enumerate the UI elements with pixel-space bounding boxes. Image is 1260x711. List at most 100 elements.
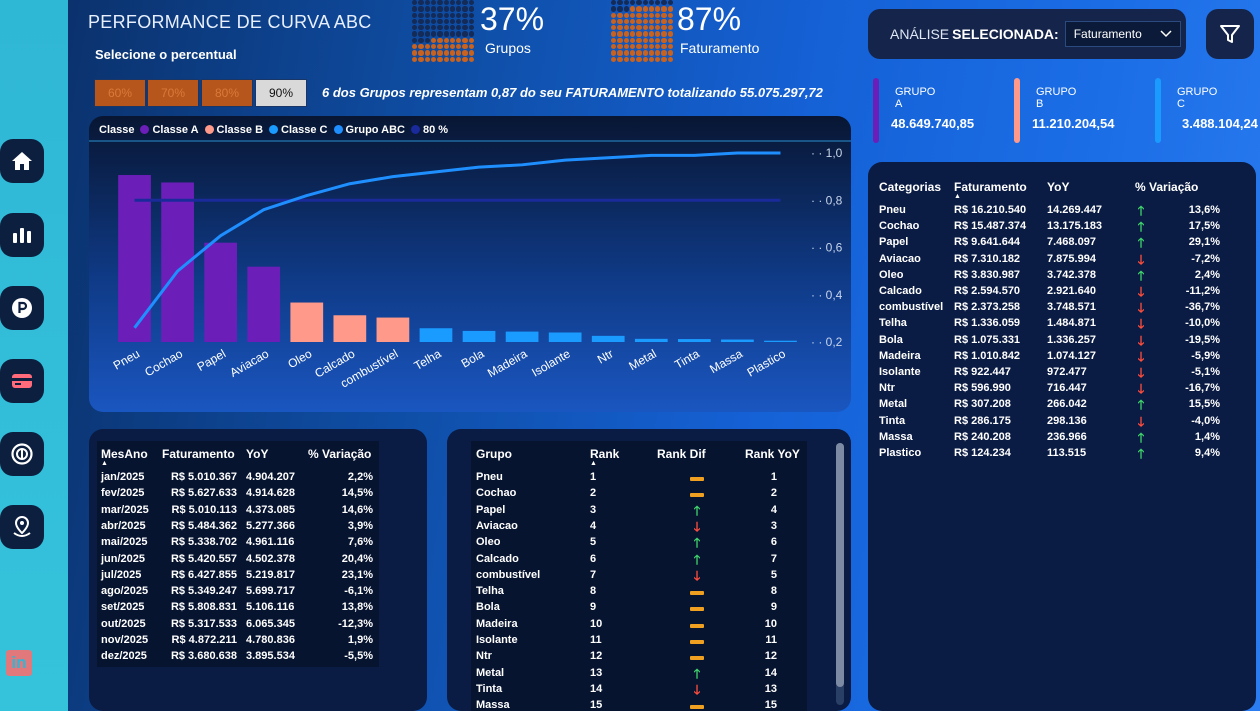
rank-table-cell: 8 xyxy=(590,585,597,598)
waffle-cell xyxy=(629,56,636,62)
legend-item-classe-c[interactable]: Classe C xyxy=(269,124,328,136)
rank-table-header[interactable]: Grupo xyxy=(476,447,512,461)
arrow-up-icon: 🡑 xyxy=(1137,267,1145,283)
legend-item-classe-a[interactable]: Classe A xyxy=(140,124,199,136)
rank-table-scrollbar[interactable] xyxy=(836,443,844,705)
waffle-cell xyxy=(462,50,468,56)
legend-item-80[interactable]: 80 % xyxy=(411,124,448,136)
monthly-table-cell: dez/2025 xyxy=(101,650,147,663)
waffle-cell xyxy=(418,44,424,50)
nav-card-button[interactable] xyxy=(0,359,44,403)
categories-table-cell: 14.269.447 xyxy=(1047,204,1103,216)
rank-table-header[interactable]: Rank Dif xyxy=(657,447,706,461)
filter-button[interactable] xyxy=(1206,9,1254,59)
waffle-cell xyxy=(617,6,623,12)
categories-table-header[interactable]: % Variação xyxy=(1135,180,1199,194)
rank-table-header[interactable]: Rank xyxy=(590,447,620,461)
categories-table-cell: 3.742.378 xyxy=(1047,268,1096,281)
kpi-groups-waffle xyxy=(412,0,474,62)
categories-table-cell: Plastico xyxy=(879,447,922,459)
waffle-cell xyxy=(667,56,673,62)
group-a-label: GRUPO A xyxy=(895,86,936,110)
categories-table-cell: R$ 1.075.331 xyxy=(954,333,1021,346)
categories-table-cell: 15,5% xyxy=(1188,398,1220,411)
rank-table-cell: combustível xyxy=(476,568,541,581)
categories-table-cell: 29,1% xyxy=(1188,236,1220,249)
monthly-table-header[interactable]: MesAno xyxy=(101,447,148,461)
rank-table-cell: 12 xyxy=(764,650,777,663)
waffle-cell xyxy=(636,25,642,31)
nav-chart-button[interactable] xyxy=(0,213,44,257)
monthly-table-header[interactable]: Faturamento xyxy=(162,447,235,461)
waffle-cell xyxy=(412,18,418,25)
percent-button-60[interactable]: 60% xyxy=(94,79,146,107)
filter-icon xyxy=(1220,25,1240,43)
categories-table-cell: 298.136 xyxy=(1047,414,1087,427)
waffle-cell xyxy=(456,44,462,50)
equal-dash-icon xyxy=(677,485,717,500)
map-pin-icon xyxy=(13,515,31,537)
nav-dial-button[interactable] xyxy=(0,432,44,476)
legend-item-classe-b[interactable]: Classe B xyxy=(204,124,263,136)
waffle-cell xyxy=(418,12,424,18)
chart-x-tick-label: Tinta xyxy=(672,346,702,371)
waffle-cell xyxy=(642,12,648,18)
percent-button-90[interactable]: 90% xyxy=(255,79,307,107)
linkedin-icon[interactable]: in xyxy=(6,650,32,676)
waffle-cell xyxy=(412,0,418,6)
categories-table-cell: 17,5% xyxy=(1188,220,1220,233)
waffle-cell xyxy=(418,56,424,62)
kpi-revenue-label: Faturamento xyxy=(680,40,760,56)
waffle-cell xyxy=(667,12,673,18)
waffle-cell xyxy=(424,44,430,50)
nav-parking-button[interactable] xyxy=(0,286,44,330)
categories-table-header[interactable]: Faturamento xyxy=(954,180,1027,194)
percent-button-70[interactable]: 70% xyxy=(147,79,199,107)
waffle-cell xyxy=(661,44,667,50)
monthly-table-cell: 4.914.628 xyxy=(246,487,295,500)
waffle-cell xyxy=(617,37,623,44)
analysis-dropdown[interactable]: Faturamento xyxy=(1064,21,1181,47)
waffle-cell xyxy=(623,6,629,12)
waffle-cell xyxy=(456,12,462,18)
waffle-cell xyxy=(412,44,418,50)
rank-table-cell: Tinta xyxy=(476,682,503,695)
waffle-cell xyxy=(648,50,655,56)
categories-table-header[interactable]: YoY xyxy=(1047,180,1070,194)
nav-map-button[interactable] xyxy=(0,505,44,549)
monthly-table-header[interactable]: YoY xyxy=(246,447,269,461)
waffle-cell xyxy=(443,12,449,18)
chart-x-tick-label: Aviacao xyxy=(227,346,271,380)
waffle-cell xyxy=(661,18,667,25)
categories-table-cell: R$ 2.594.570 xyxy=(954,285,1021,297)
monthly-table-cell: R$ 5.010.113 xyxy=(171,503,237,516)
waffle-cell xyxy=(636,31,642,37)
home-icon xyxy=(12,152,32,170)
categories-table-cell: 7.468.097 xyxy=(1047,236,1096,249)
waffle-cell xyxy=(667,31,673,37)
categories-table-cell: R$ 16.210.540 xyxy=(954,204,1027,216)
legend-item-grupo-abc[interactable]: Grupo ABC xyxy=(333,124,405,136)
waffle-cell xyxy=(611,18,617,25)
equal-dash-icon xyxy=(677,697,717,711)
monthly-table-header[interactable]: % Variação xyxy=(308,447,372,461)
chart-bar xyxy=(591,335,625,342)
rank-table-cell: 1 xyxy=(770,471,777,483)
rank-table-cell: 13 xyxy=(764,682,777,695)
nav-home-button[interactable] xyxy=(0,139,44,183)
waffle-cell xyxy=(642,56,648,62)
arrow-up-icon: 🡑 xyxy=(1137,219,1145,235)
waffle-cell xyxy=(655,37,661,44)
categories-table-cell: Massa xyxy=(879,430,913,443)
percent-button-80[interactable]: 80% xyxy=(201,79,253,107)
rank-table-cell: Cochao xyxy=(476,487,517,500)
monthly-table-cell: -5,5% xyxy=(344,650,373,663)
categories-table-header[interactable]: Categorias xyxy=(879,180,942,194)
rank-table-header[interactable]: Rank YoY xyxy=(745,447,800,461)
arrow-down-icon: 🡓 xyxy=(1137,300,1145,316)
waffle-cell xyxy=(661,31,667,37)
chart-x-tick-label: Oleo xyxy=(285,346,314,371)
arrow-down-icon: 🡓 xyxy=(1137,332,1145,348)
analysis-dropdown-value: Faturamento xyxy=(1073,27,1142,41)
pareto-chart-panel: Classe Classe A Classe B Classe C Grupo … xyxy=(89,116,851,412)
